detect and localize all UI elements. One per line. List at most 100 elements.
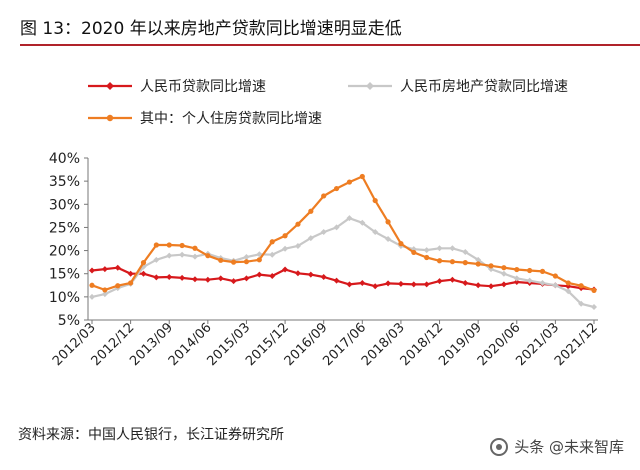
data-point bbox=[191, 253, 198, 260]
data-point bbox=[140, 270, 147, 277]
data-point bbox=[565, 288, 572, 295]
data-point bbox=[527, 267, 533, 274]
data-point bbox=[102, 287, 108, 293]
data-point bbox=[514, 266, 520, 273]
data-point bbox=[166, 273, 173, 280]
data-point bbox=[449, 245, 456, 252]
data-point bbox=[475, 261, 481, 267]
legend-marker bbox=[366, 82, 374, 90]
data-point bbox=[307, 235, 314, 242]
data-point bbox=[372, 283, 379, 290]
data-point bbox=[89, 293, 95, 300]
data-point bbox=[475, 282, 482, 289]
data-point bbox=[204, 276, 211, 283]
data-point bbox=[101, 266, 108, 273]
legend-item: 其中：个人住房贷款同比增速 bbox=[88, 111, 322, 127]
watermark-text: 头条 @未来智库 bbox=[514, 438, 624, 456]
data-point bbox=[578, 283, 584, 289]
data-point bbox=[166, 252, 173, 259]
data-point bbox=[449, 259, 456, 265]
y-tick-label: 40% bbox=[49, 151, 80, 167]
y-tick-label: 10% bbox=[49, 290, 80, 306]
watermark: 头条 @未来智库 bbox=[490, 436, 624, 457]
data-point bbox=[372, 229, 379, 236]
data-point bbox=[269, 239, 275, 245]
data-point bbox=[578, 300, 585, 307]
legend-marker bbox=[106, 114, 114, 122]
data-point bbox=[565, 280, 571, 286]
x-tick-label: 2021/12 bbox=[552, 320, 601, 369]
data-point bbox=[359, 219, 366, 226]
y-tick-label: 30% bbox=[49, 197, 80, 213]
data-point bbox=[256, 271, 263, 278]
y-tick-label: 15% bbox=[49, 267, 80, 283]
data-point bbox=[462, 248, 469, 255]
series-line bbox=[91, 175, 595, 292]
legend-label: 其中：个人住房贷款同比增速 bbox=[140, 111, 322, 127]
data-point bbox=[333, 185, 340, 192]
data-point bbox=[269, 273, 276, 280]
data-point bbox=[243, 259, 250, 265]
data-point bbox=[114, 264, 121, 271]
y-tick-label: 20% bbox=[49, 244, 80, 260]
title-rule bbox=[20, 44, 640, 46]
data-point bbox=[513, 275, 520, 282]
data-point bbox=[205, 253, 211, 259]
data-point bbox=[436, 278, 443, 285]
data-point bbox=[230, 278, 237, 285]
data-point bbox=[282, 233, 288, 239]
legend-label: 人民币贷款同比增速 bbox=[140, 79, 266, 95]
data-point bbox=[89, 282, 95, 288]
data-point bbox=[166, 242, 172, 248]
data-point bbox=[410, 281, 417, 288]
data-point bbox=[346, 215, 353, 222]
data-point bbox=[295, 221, 301, 227]
data-point bbox=[294, 242, 301, 249]
data-point bbox=[294, 270, 301, 277]
data-point bbox=[269, 251, 276, 258]
source-note: 资料来源：中国人民银行，长江证券研究所 bbox=[18, 427, 284, 443]
y-tick-label: 5% bbox=[58, 313, 80, 329]
data-point bbox=[346, 281, 353, 288]
data-point bbox=[101, 291, 108, 298]
data-point bbox=[89, 267, 95, 274]
data-point bbox=[539, 268, 546, 274]
data-point bbox=[153, 242, 159, 248]
data-point bbox=[552, 282, 559, 289]
data-point bbox=[397, 280, 404, 287]
watermark-logo-icon bbox=[490, 437, 509, 456]
line-chart: 5%10%15%20%25%30%35%40%2012/032012/12201… bbox=[49, 79, 601, 369]
data-point bbox=[153, 274, 160, 281]
data-point bbox=[179, 242, 185, 249]
data-point bbox=[127, 270, 134, 277]
data-point bbox=[320, 273, 327, 280]
data-point bbox=[179, 274, 186, 281]
data-point bbox=[140, 260, 147, 266]
data-point bbox=[501, 265, 507, 271]
y-tick-label: 25% bbox=[49, 220, 80, 236]
data-point bbox=[359, 173, 365, 180]
data-point bbox=[333, 224, 340, 231]
data-point bbox=[191, 276, 198, 283]
series-group bbox=[89, 215, 597, 311]
data-point bbox=[513, 279, 520, 286]
data-point bbox=[308, 208, 314, 214]
data-point bbox=[539, 279, 546, 286]
data-point bbox=[243, 275, 250, 282]
data-point bbox=[153, 256, 160, 263]
data-point bbox=[372, 197, 378, 204]
data-point bbox=[217, 275, 224, 282]
data-point bbox=[449, 276, 456, 283]
series-line bbox=[91, 217, 595, 309]
chart-title: 图 13：2020 年以来房地产贷款同比增速明显走低 bbox=[20, 19, 402, 39]
data-point bbox=[230, 259, 237, 265]
data-point bbox=[488, 263, 494, 269]
data-point bbox=[385, 219, 391, 225]
legend-item: 人民币贷款同比增速 bbox=[88, 79, 266, 95]
data-point bbox=[552, 273, 558, 279]
title-row: 图 13：2020 年以来房地产贷款同比增速明显走低 bbox=[20, 8, 640, 46]
data-point bbox=[475, 256, 482, 263]
series-group bbox=[89, 173, 597, 293]
data-point bbox=[282, 245, 289, 252]
data-point bbox=[320, 229, 327, 236]
